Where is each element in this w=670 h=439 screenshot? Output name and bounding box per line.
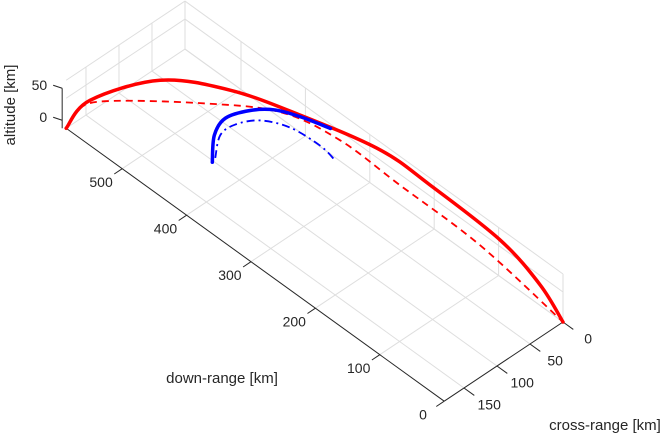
series-red-solid: [64, 78, 565, 324]
y-tick: [529, 343, 541, 352]
y-tick: [463, 387, 475, 396]
grid-line-cross: [151, 70, 531, 345]
y-tick-label: 100: [511, 375, 535, 391]
x-tick-label: 200: [283, 313, 307, 329]
series-blue-solid: [210, 107, 333, 165]
x-tick-label: 500: [89, 174, 113, 190]
x-tick: [307, 307, 316, 314]
y-axis-line: [443, 321, 564, 402]
z-axis-label: altitude [km]: [2, 65, 19, 146]
wall-grid-horizontal: [184, 48, 564, 323]
grid-line-down: [186, 135, 306, 216]
grid-line-down: [379, 275, 499, 356]
x-tick: [114, 168, 123, 175]
y-tick-label: 50: [547, 353, 563, 369]
x-tick: [178, 214, 187, 221]
z-tick: [53, 84, 63, 89]
x-tick-label: 400: [154, 220, 178, 236]
box-top-edge: [65, 0, 186, 81]
x-tick-label: 300: [218, 267, 242, 283]
series-red-dashed: [65, 99, 564, 323]
y-tick-label: 0: [584, 331, 592, 347]
y-tick-label: 150: [478, 397, 502, 413]
x-tick: [436, 400, 445, 407]
x-axis-line: [65, 127, 445, 402]
x-tick: [242, 261, 252, 268]
x-tick-label: 0: [419, 406, 427, 422]
x-axis-label: down-range [km]: [166, 370, 278, 387]
grid-line-down: [315, 228, 435, 309]
grid: [65, 0, 564, 402]
box-top-edge: [184, 0, 564, 275]
y-tick: [496, 365, 508, 374]
grid-line-cross: [118, 92, 498, 367]
grid-line-cross: [85, 114, 465, 389]
z-tick: [53, 116, 63, 121]
x-tick-label: 100: [347, 360, 371, 376]
y-tick: [562, 321, 574, 330]
grid-line-down: [250, 182, 371, 263]
wall-grid-horizontal: [184, 18, 564, 293]
x-tick: [371, 354, 381, 361]
series-blue-dashdot: [214, 119, 336, 161]
y-axis-label: cross-range [km]: [549, 417, 661, 434]
series-group: [64, 78, 565, 324]
wall-grid-horizontal: [65, 18, 186, 99]
axes: 0 100 200 300 400 500 0 50 100 150 0 50: [32, 77, 593, 422]
z-tick-label: 50: [32, 77, 48, 93]
z-tick-label: 0: [39, 109, 47, 125]
